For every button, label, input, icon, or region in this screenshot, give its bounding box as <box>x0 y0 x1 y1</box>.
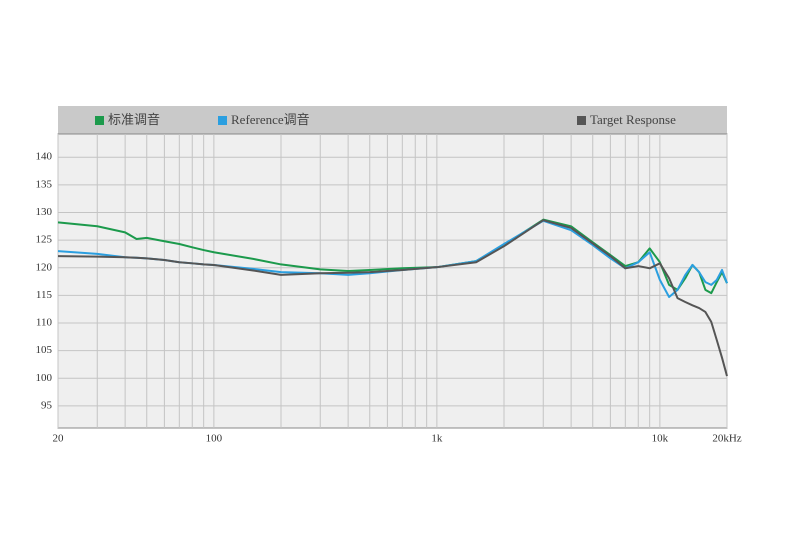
legend-label: Target Response <box>590 112 676 127</box>
x-tick-label: 20kHz <box>712 433 741 445</box>
series-line <box>57 219 728 377</box>
legend-swatch <box>218 116 227 125</box>
y-tick-label: 140 <box>36 151 53 163</box>
y-tick-label: 130 <box>36 206 53 218</box>
y-tick-label: 110 <box>36 317 53 329</box>
legend-label: 标准调音 <box>108 112 160 127</box>
y-tick-label: 125 <box>36 234 53 246</box>
y-tick-label: 120 <box>36 261 53 273</box>
legend-bar <box>58 106 727 134</box>
x-tick-label: 10k <box>652 433 669 445</box>
y-tick-label: 105 <box>36 344 53 356</box>
y-tick-label: 115 <box>36 289 53 301</box>
legend-label: Reference调音 <box>231 112 310 127</box>
y-tick-label: 95 <box>41 399 53 411</box>
x-tick-label: 20 <box>53 433 65 445</box>
y-tick-label: 100 <box>36 372 53 384</box>
legend-swatch <box>577 116 586 125</box>
plot-area <box>57 133 728 429</box>
x-tick-label: 100 <box>206 433 223 445</box>
x-tick-label: 1k <box>431 433 443 445</box>
legend-swatch <box>95 116 104 125</box>
y-tick-label: 135 <box>36 178 53 190</box>
